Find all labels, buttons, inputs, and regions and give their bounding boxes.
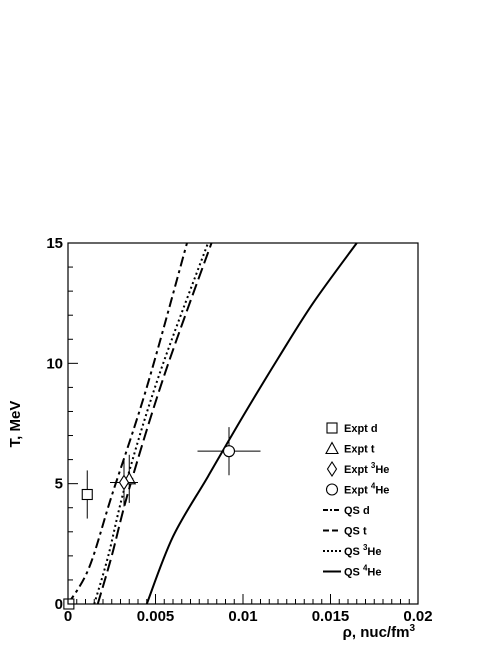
legend-item: QS 3He: [323, 543, 381, 558]
y-axis-title: T, MeV: [7, 401, 24, 448]
legend-item: QS t: [323, 526, 367, 538]
legend-label-suffix: He: [367, 567, 381, 579]
legend-label: QS 4He: [344, 564, 381, 579]
legend-item: Expt d: [326, 422, 378, 435]
legend-marker-diamond: [326, 460, 338, 478]
tick-labels: 0 0.005 0.01 0.015 0.02 0 5 10 15: [46, 235, 432, 625]
legend-item: Expt 4He: [325, 482, 389, 497]
legend-label-text: QS: [344, 546, 363, 558]
legend-label: QS d: [344, 505, 370, 517]
legend-item: QS d: [323, 505, 370, 517]
x-axis-title: ρ, nuc/fm3: [343, 623, 416, 641]
legend-item: Expt t: [325, 441, 375, 456]
legend-marker-circle: [325, 483, 339, 496]
y-tick-label: 10: [46, 355, 63, 372]
x-tick-label: 0: [64, 608, 72, 625]
legend-label: Expt 4He: [344, 482, 389, 497]
legend-label-sup: 4: [363, 564, 368, 573]
curves: [67, 242, 358, 605]
curve-qs-t: [96, 242, 213, 605]
x-tick-label: 0.02: [403, 608, 432, 625]
y-tick-label: 5: [55, 476, 63, 493]
legend-label-text: QS: [344, 567, 363, 579]
curve-qs-he: [145, 242, 358, 605]
curve-qs-he: [93, 242, 209, 605]
legend-item: Expt 3He: [326, 460, 389, 478]
legend-label: Expt d: [344, 423, 378, 435]
legend-label-text: Expt d: [344, 423, 378, 435]
axis-ticks: [67, 242, 419, 605]
legend-label-text: Expt t: [344, 444, 375, 456]
legend-label-sup: 3: [371, 461, 376, 470]
legend-label-text: QS d: [344, 505, 370, 517]
legend-item: QS 4He: [323, 564, 381, 579]
data-point-expt-he: [110, 458, 138, 507]
legend-label: QS t: [344, 526, 367, 538]
legend-label-text: QS t: [344, 526, 367, 538]
legend-label: Expt 3He: [344, 461, 389, 476]
y-tick-label: 0: [55, 596, 63, 613]
x-axis-title-text: ρ, nuc/fm: [343, 624, 410, 641]
legend-label: QS 3He: [344, 543, 381, 558]
x-axis-title-sup: 3: [409, 623, 415, 634]
legend-label-sup: 3: [363, 543, 368, 552]
experimental-points: [63, 427, 261, 610]
x-tick-label: 0.01: [228, 608, 257, 625]
legend-marker-square: [326, 422, 338, 434]
legend-label: Expt t: [344, 444, 375, 456]
marker-square: [81, 488, 93, 501]
x-tick-label: 0.015: [312, 608, 350, 625]
legend-marker-triangle: [325, 441, 339, 455]
legend-label-sup: 4: [371, 482, 376, 491]
legend-label-text: Expt: [344, 464, 371, 476]
marker-circle: [222, 445, 236, 458]
curve-qs-d: [67, 242, 188, 605]
y-tick-label: 15: [46, 235, 63, 252]
legend-label-text: Expt: [344, 485, 371, 497]
data-point-expt-d: [81, 470, 93, 519]
x-tick-label: 0.005: [137, 608, 175, 625]
legend-label-suffix: He: [375, 485, 389, 497]
legend-label-suffix: He: [367, 546, 381, 558]
data-point-expt-he: [197, 427, 261, 476]
legend-label-suffix: He: [375, 464, 389, 476]
marker-diamond: [118, 474, 130, 491]
